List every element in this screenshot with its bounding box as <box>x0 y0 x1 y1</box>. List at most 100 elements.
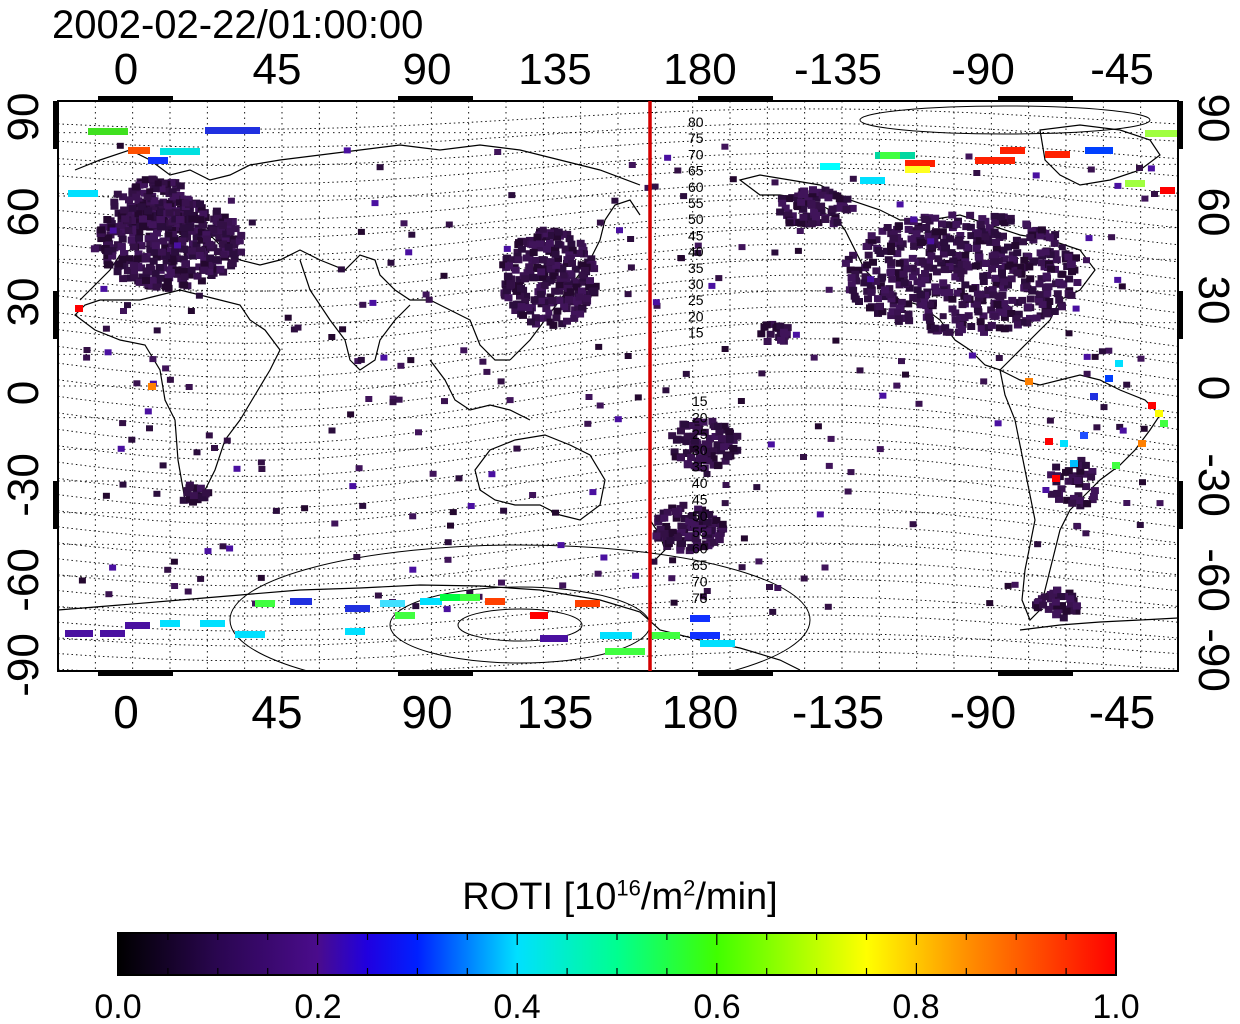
roti-pixel <box>187 308 195 314</box>
roti-pixel <box>605 648 645 655</box>
roti-pixel <box>691 535 700 543</box>
roti-pixel <box>185 271 194 279</box>
roti-pixel <box>704 542 713 550</box>
roti-pixel <box>405 249 413 256</box>
roti-pixel <box>1035 291 1044 299</box>
right-lat-axis: 90 60 30 0 -30 -60 -90 <box>1189 94 1238 692</box>
roti-pixel <box>828 190 837 198</box>
roti-pixel <box>272 507 280 514</box>
roti-pixel <box>134 210 143 218</box>
roti-pixel <box>290 326 298 333</box>
roti-pixel <box>226 227 235 235</box>
roti-pixel <box>832 337 840 344</box>
mag-lat-label: 80 <box>688 114 704 130</box>
roti-pixel <box>83 354 91 361</box>
roti-pixel <box>257 459 265 466</box>
roti-pixel <box>704 446 713 454</box>
roti-pixel <box>1147 165 1155 172</box>
roti-pixel <box>1055 495 1063 503</box>
roti-pixel <box>532 320 540 328</box>
roti-pixel <box>677 427 685 435</box>
roti-pixel <box>488 471 496 478</box>
mag-lat-label: 50 <box>688 211 704 227</box>
roti-pixel <box>533 233 542 241</box>
roti-pixel <box>110 202 119 210</box>
roti-pixel <box>961 251 970 259</box>
magnetic-latitude-labels: 8075706560555045403530252015152025303540… <box>688 114 708 606</box>
roti-pixel <box>521 275 530 283</box>
roti-pixel <box>535 240 544 248</box>
roti-pixel <box>1053 586 1062 594</box>
roti-pixel <box>517 284 525 292</box>
roti-pixel <box>578 287 586 295</box>
roti-pixel <box>929 264 938 272</box>
roti-pixel <box>1053 609 1062 617</box>
roti-pixel <box>574 305 583 312</box>
roti-pixel <box>994 257 1003 265</box>
roti-pixel <box>1042 487 1050 493</box>
roti-pixel <box>781 204 790 212</box>
roti-pixel <box>794 247 802 254</box>
roti-pixel <box>168 259 177 267</box>
roti-pixel <box>578 271 587 279</box>
roti-pixel <box>139 223 147 231</box>
roti-pixel <box>200 266 209 274</box>
roti-pixel <box>771 179 779 186</box>
roti-pixel <box>912 230 921 238</box>
roti-pixel <box>184 588 192 595</box>
roti-pixel <box>537 268 546 276</box>
roti-pixel <box>766 330 775 338</box>
roti-pixel <box>193 272 202 280</box>
roti-pixel <box>197 277 206 285</box>
roti-pixel <box>986 238 995 246</box>
roti-pixel <box>550 227 559 235</box>
roti-pixel <box>109 564 117 571</box>
roti-pixel <box>998 269 1006 277</box>
roti-pixel <box>1067 600 1075 608</box>
mag-lat-label: 45 <box>692 491 708 507</box>
roti-pixel <box>183 195 192 203</box>
roti-pixel <box>1052 475 1060 482</box>
roti-pixel <box>157 252 166 260</box>
roti-pixel <box>889 234 898 242</box>
roti-pixel <box>1081 470 1090 478</box>
roti-pixel <box>565 235 574 243</box>
roti-pixel <box>233 465 241 472</box>
roti-pixel <box>104 261 112 269</box>
roti-pixel <box>221 235 230 242</box>
roti-pixel <box>181 260 190 268</box>
roti-pixel <box>120 250 128 257</box>
roti-pixel <box>529 249 538 256</box>
roti-pixel <box>951 316 960 324</box>
roti-pixel <box>205 432 213 439</box>
roti-pixel <box>846 266 855 274</box>
roti-pixel <box>162 257 171 265</box>
roti-pixel <box>693 464 701 472</box>
roti-pixel <box>1040 263 1049 271</box>
mag-contour <box>58 354 1178 412</box>
roti-pixel <box>808 190 817 198</box>
roti-pixel <box>145 213 154 221</box>
roti-pixel <box>939 313 947 320</box>
roti-pixel <box>170 558 178 565</box>
roti-pixel <box>109 227 117 234</box>
roti-pixel <box>797 191 806 199</box>
roti-pixel <box>517 245 526 253</box>
roti-pixel <box>1070 460 1078 467</box>
roti-pixel <box>113 190 122 198</box>
roti-pixel <box>650 558 658 565</box>
right-lat-tick: 30 <box>1189 276 1238 325</box>
roti-pixel <box>1138 440 1146 447</box>
roti-pixel <box>708 282 716 289</box>
roti-pixel <box>1036 249 1045 257</box>
roti-pixel <box>1024 303 1033 311</box>
roti-pixel <box>824 603 832 610</box>
roti-pixel <box>710 447 719 455</box>
mag-lat-label: 60 <box>688 179 704 195</box>
roti-pixel <box>678 524 687 532</box>
roti-pixel <box>715 428 724 436</box>
roti-pixel <box>192 241 201 249</box>
roti-pixel <box>120 206 129 214</box>
roti-pixel <box>572 283 581 291</box>
roti-pixel <box>927 301 935 308</box>
